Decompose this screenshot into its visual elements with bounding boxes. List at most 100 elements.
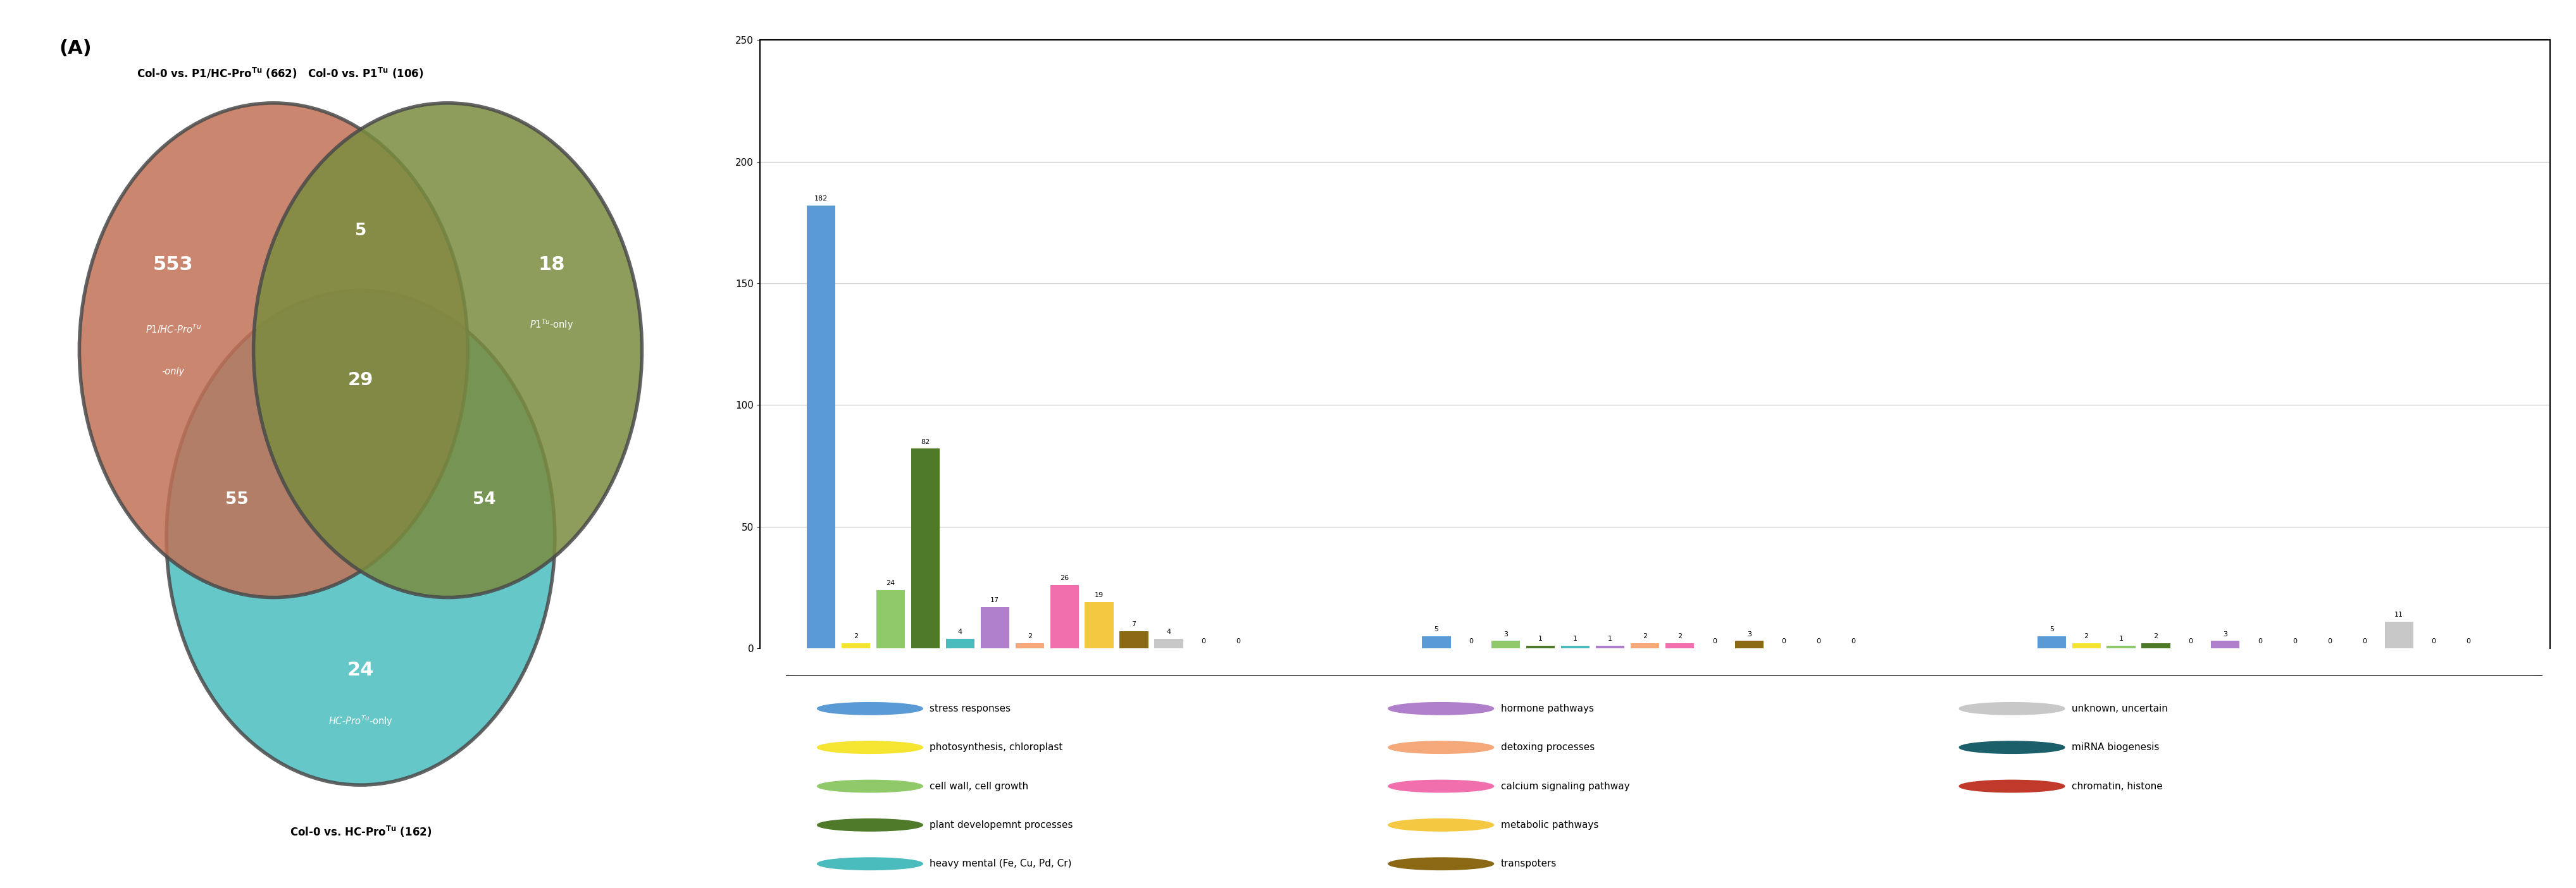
Text: $\it{P1}^{\it{Tu}}$-only: $\it{P1}^{\it{Tu}}$-only (1618, 697, 1672, 712)
Circle shape (1388, 780, 1494, 792)
Text: 82: 82 (922, 439, 930, 445)
Text: unknown, uncertain: unknown, uncertain (2071, 704, 2169, 713)
Text: 0: 0 (1468, 638, 1473, 645)
Text: 55: 55 (224, 491, 247, 508)
Text: 1: 1 (1538, 636, 1543, 642)
Text: 7: 7 (1131, 622, 1136, 628)
Bar (1121, 631, 1149, 648)
Text: 3: 3 (1747, 631, 1752, 638)
Circle shape (1960, 780, 2063, 792)
Text: 5: 5 (2050, 626, 2053, 632)
Bar (1561, 646, 1589, 648)
Text: 2: 2 (853, 633, 858, 639)
Text: 0: 0 (2432, 638, 2437, 645)
Text: 29: 29 (348, 371, 374, 389)
Text: -only: -only (162, 367, 185, 377)
Text: Col-0 vs. $\mathbf{HC}$-$\mathbf{Pro}^{\mathbf{Tu}}$ (162): Col-0 vs. $\mathbf{HC}$-$\mathbf{Pro}^{\… (289, 825, 433, 839)
Text: 4: 4 (1167, 629, 1172, 635)
Text: 0: 0 (1816, 638, 1821, 645)
Text: 0: 0 (2190, 638, 2192, 645)
Circle shape (1388, 819, 1494, 831)
Text: 2: 2 (1028, 633, 1033, 639)
Text: 11: 11 (2396, 612, 2403, 618)
Text: 553: 553 (152, 256, 193, 274)
Text: 17: 17 (992, 597, 999, 603)
Bar (1154, 638, 1182, 648)
Text: $\it{HC\text{-}Pro}^{\it{Tu}}$-only: $\it{HC\text{-}Pro}^{\it{Tu}}$-only (2221, 697, 2300, 712)
Text: hormone pathways: hormone pathways (1502, 704, 1595, 713)
Text: 0: 0 (2293, 638, 2298, 645)
Circle shape (252, 103, 641, 598)
Text: Col-0 vs. $\mathbf{P1/HC}$-$\mathbf{Pro}^{\mathbf{Tu}}$ (662)   Col-0 vs. $\math: Col-0 vs. $\mathbf{P1/HC}$-$\mathbf{Pro}… (137, 67, 425, 80)
Text: plant developemnt processes: plant developemnt processes (930, 821, 1074, 829)
Bar (2071, 644, 2099, 648)
Bar (1422, 636, 1450, 648)
Circle shape (1388, 702, 1494, 715)
Bar (842, 644, 871, 648)
Bar (806, 205, 835, 648)
Bar (945, 638, 974, 648)
Bar (1734, 641, 1765, 648)
Text: 182: 182 (814, 195, 827, 202)
Text: metabolic pathways: metabolic pathways (1502, 821, 1597, 829)
Text: 3: 3 (2223, 631, 2228, 638)
Circle shape (1960, 741, 2063, 754)
Text: 0: 0 (1713, 638, 1716, 645)
Text: 0: 0 (1852, 638, 1855, 645)
Bar (1528, 646, 1556, 648)
Text: 0: 0 (2326, 638, 2331, 645)
Text: $\it{P1}^{\it{Tu}}$-only: $\it{P1}^{\it{Tu}}$-only (531, 318, 574, 331)
Text: 5: 5 (355, 223, 366, 239)
Bar (2038, 636, 2066, 648)
Text: $\it{P1/HC\text{-}Pro}^{\it{Tu}}$: $\it{P1/HC\text{-}Pro}^{\it{Tu}}$ (144, 322, 201, 335)
Bar (1664, 644, 1695, 648)
Text: 54: 54 (474, 491, 497, 508)
Text: 2: 2 (2154, 633, 2159, 639)
Text: 19: 19 (1095, 592, 1103, 599)
Text: 0: 0 (1236, 638, 1242, 645)
Bar (2210, 641, 2239, 648)
Text: chromatin, histone: chromatin, histone (2071, 781, 2164, 791)
Text: 0: 0 (1200, 638, 1206, 645)
Circle shape (1388, 858, 1494, 870)
Bar (2385, 622, 2414, 648)
Text: 0: 0 (2465, 638, 2470, 645)
Text: (A): (A) (59, 39, 93, 58)
Text: $\it{HC\text{-}Pro}^{\it{Tu}}$-only: $\it{HC\text{-}Pro}^{\it{Tu}}$-only (327, 714, 394, 728)
Bar (1595, 646, 1625, 648)
Text: 2: 2 (1677, 633, 1682, 639)
Text: 3: 3 (1504, 631, 1507, 638)
Bar (981, 607, 1010, 648)
Text: 0: 0 (2362, 638, 2367, 645)
Text: 1: 1 (1607, 636, 1613, 642)
Text: 18: 18 (538, 256, 564, 274)
Circle shape (167, 290, 554, 785)
Text: calcium signaling pathway: calcium signaling pathway (1502, 781, 1631, 791)
Bar (2141, 644, 2169, 648)
Text: $\it{P1/HC\text{-}Pro}^{\it{Tu}}$-only: $\it{P1/HC\text{-}Pro}^{\it{Tu}}$-only (981, 697, 1077, 712)
Text: 2: 2 (1643, 633, 1646, 639)
Bar (1051, 585, 1079, 648)
Circle shape (817, 741, 922, 754)
Circle shape (80, 103, 469, 598)
Bar (1631, 644, 1659, 648)
Text: 24: 24 (348, 661, 374, 679)
Text: miRNA biogenesis: miRNA biogenesis (2071, 742, 2159, 752)
Text: transpoters: transpoters (1502, 859, 1556, 868)
Circle shape (817, 780, 922, 792)
Text: 0: 0 (1783, 638, 1785, 645)
Bar (1015, 644, 1043, 648)
Text: 26: 26 (1059, 575, 1069, 582)
Bar (912, 448, 940, 648)
Bar (876, 590, 904, 648)
Bar (2107, 646, 2136, 648)
FancyBboxPatch shape (750, 675, 2573, 880)
Circle shape (817, 858, 922, 870)
Text: photosynthesis, chloroplast: photosynthesis, chloroplast (930, 742, 1064, 752)
Text: 2: 2 (2084, 633, 2089, 639)
Circle shape (1960, 702, 2063, 715)
Text: 1: 1 (1574, 636, 1577, 642)
Text: 4: 4 (958, 629, 963, 635)
Circle shape (817, 819, 922, 831)
Bar (1492, 641, 1520, 648)
